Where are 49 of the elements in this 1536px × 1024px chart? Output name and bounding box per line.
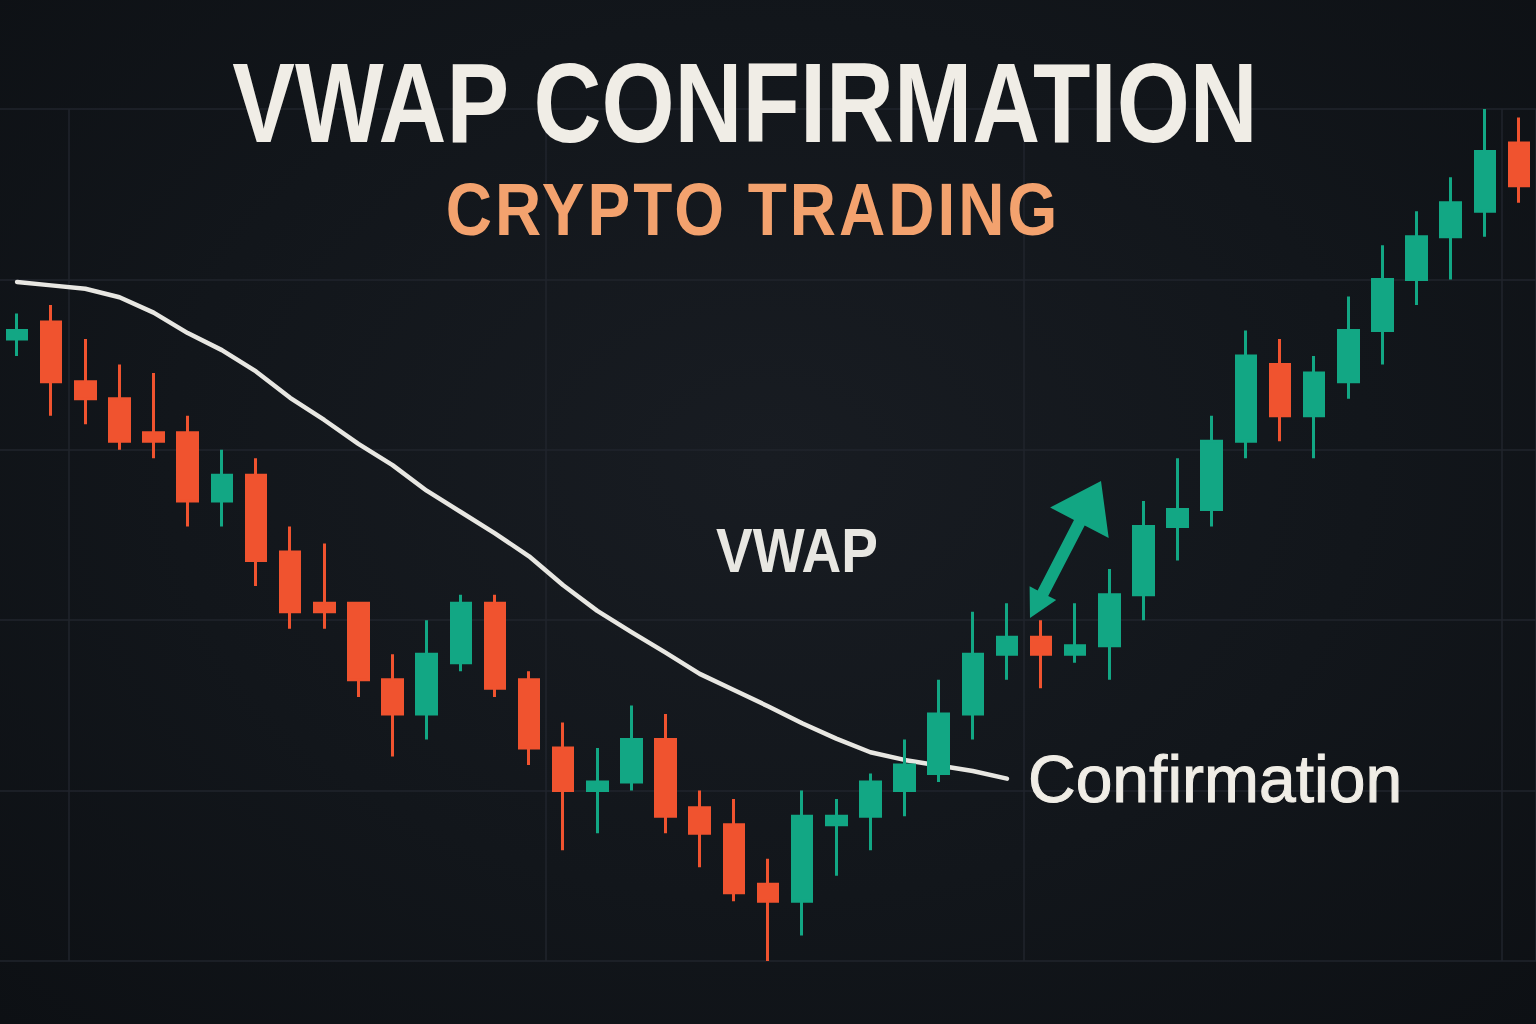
candlestick [484, 594, 506, 697]
candlestick [1508, 117, 1530, 203]
candlestick [757, 858, 779, 961]
candlestick [654, 713, 677, 834]
candlestick [1200, 415, 1223, 527]
candlestick [108, 364, 131, 450]
candlestick [962, 611, 984, 740]
candlestick [723, 799, 745, 902]
candlestick [1405, 211, 1428, 305]
candlestick [1166, 458, 1189, 561]
candlestick [1337, 296, 1360, 399]
candlestick [996, 603, 1018, 680]
series-label: VWAP [716, 515, 878, 586]
candlestick [1439, 177, 1462, 280]
candlestick [142, 373, 165, 459]
candlestick [893, 739, 916, 817]
candlestick [1030, 620, 1052, 689]
candlestick [1474, 109, 1496, 237]
candlestick [347, 601, 370, 697]
candlestick [415, 620, 438, 740]
candlestick [279, 526, 301, 629]
candlestick [1235, 330, 1257, 459]
candlestick [1269, 339, 1291, 442]
candlestick [74, 339, 97, 425]
candlestick [688, 790, 711, 868]
candlestick [859, 773, 882, 851]
candlestick [6, 313, 28, 357]
candlestick [381, 654, 404, 757]
candlestick [586, 748, 609, 834]
candlestick [518, 671, 540, 766]
candlestick [40, 304, 62, 416]
candlestick [552, 722, 574, 851]
candlestick [1064, 603, 1086, 663]
candlestick [791, 790, 813, 936]
candlestick [176, 415, 199, 527]
candlestick [1303, 356, 1325, 459]
candlestick [1098, 569, 1121, 680]
text: CRYPTO TRADING [445, 168, 1061, 252]
candlestick [1132, 500, 1155, 621]
candlestick [211, 449, 233, 527]
candlestick [927, 679, 950, 783]
candlestick [620, 705, 643, 791]
chart-title: VWAP CONFIRMATION [232, 39, 1258, 166]
candlestick [450, 594, 472, 672]
annotation: Confirmation [1028, 742, 1403, 816]
candlestick [825, 799, 848, 876]
candlestick [313, 543, 336, 629]
candlestick [245, 458, 267, 587]
candlestick [1371, 245, 1394, 365]
